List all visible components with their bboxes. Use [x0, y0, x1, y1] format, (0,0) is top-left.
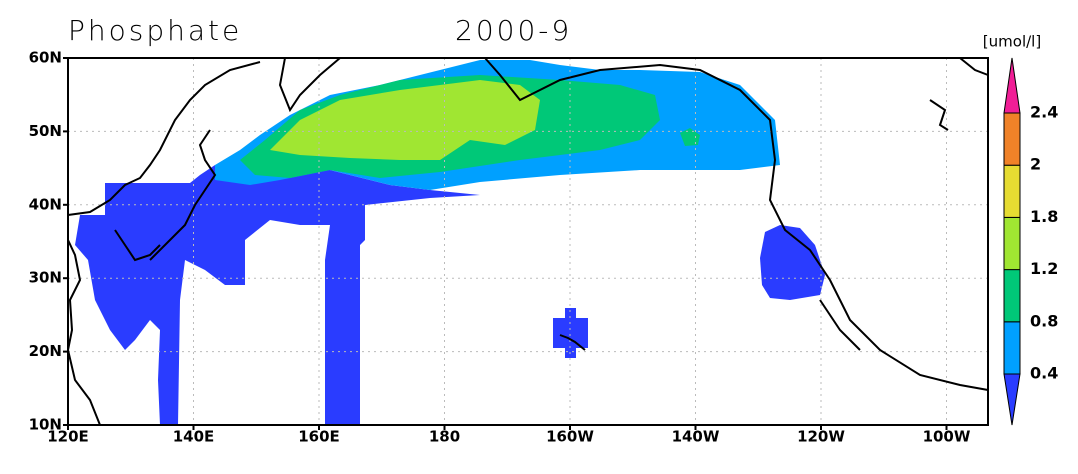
colorbar-label: 1.8: [1030, 207, 1058, 226]
colorbar: 0.4 0.8 1.2 1.8 2 2.4: [1003, 57, 1058, 426]
coastline: [66, 239, 101, 426]
coastlines: [66, 57, 989, 426]
colorbar-label: 2: [1030, 155, 1041, 174]
axis-labels: 10N 20N 30N 40N 50N 60N 120E 140E 160E 180 160W 140…: [29, 49, 971, 446]
colorbar-cell: [1003, 57, 1021, 114]
map-frame: [67, 57, 989, 426]
lon-label: 120E: [47, 428, 89, 446]
date: 2000-9: [455, 14, 572, 47]
lat-label: 40N: [29, 195, 62, 213]
units: [umol/l]: [983, 33, 1041, 51]
phosphate-field: [75, 60, 825, 425]
title: Phosphate: [68, 14, 242, 47]
colorbar-cell: [1003, 373, 1021, 426]
coastline: [819, 299, 861, 351]
lon-label: 120W: [797, 428, 845, 446]
colorbar-label: 0.4: [1030, 364, 1058, 383]
coastline: [959, 57, 989, 76]
lat-label: 20N: [29, 342, 62, 360]
colorbar-cell: [1003, 216, 1021, 271]
lat-label: 10N: [29, 416, 62, 434]
colorbar-cell: [1003, 112, 1021, 166]
colorbar-label: 2.4: [1030, 103, 1058, 122]
field-1.8: [270, 80, 540, 160]
field-1.2: [680, 128, 700, 146]
lon-label: 140W: [672, 428, 720, 446]
coastline: [149, 129, 217, 261]
field-0.4: [75, 158, 480, 425]
colorbar-cell: [1003, 164, 1021, 218]
field-0.4: [760, 225, 825, 300]
coastline: [559, 334, 586, 351]
coastline: [67, 61, 261, 216]
field-0.4: [553, 308, 588, 358]
lat-label: 60N: [29, 49, 62, 67]
lat-label: 30N: [29, 269, 62, 287]
colorbar-label: 0.8: [1030, 311, 1058, 330]
lat-label: 50N: [29, 122, 62, 140]
lon-label: 160W: [546, 428, 594, 446]
coastline: [114, 229, 161, 262]
colorbar-label: 1.2: [1030, 259, 1058, 278]
grid: [68, 58, 988, 425]
coastline: [484, 57, 989, 391]
colorbar-cell: [1003, 321, 1021, 375]
lon-label: 180: [429, 428, 460, 446]
lon-label: 100W: [923, 428, 971, 446]
lon-label: 160E: [298, 428, 340, 446]
coastline: [278, 57, 341, 113]
coastline: [929, 99, 949, 131]
lon-label: 140E: [173, 428, 215, 446]
colorbar-cell: [1003, 269, 1021, 323]
